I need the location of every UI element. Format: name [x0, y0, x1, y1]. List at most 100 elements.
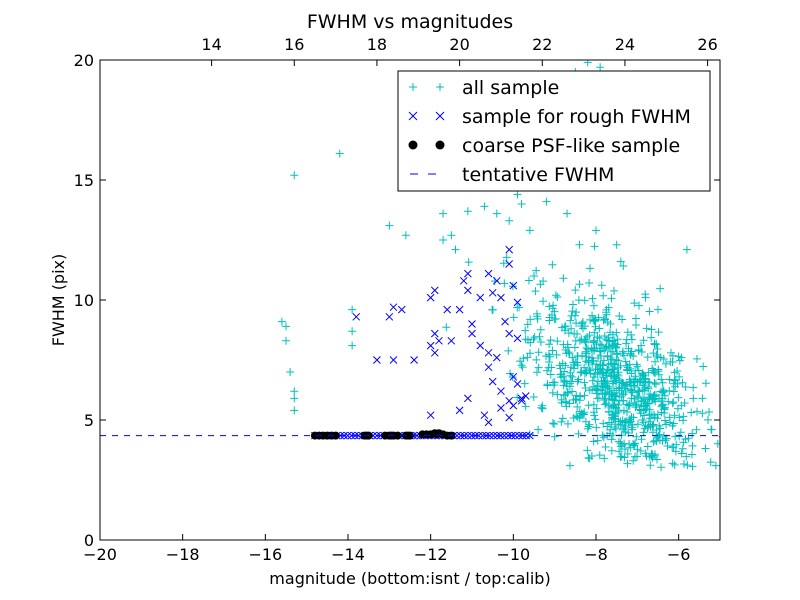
point-all-sample [669, 398, 678, 407]
point-all-sample [643, 400, 652, 409]
point-all-sample [679, 412, 688, 421]
point-rough-fwhm [426, 411, 435, 420]
point-rough-fwhm [492, 276, 501, 285]
point-all-sample [286, 368, 295, 376]
point-all-sample [678, 444, 687, 453]
point-all-sample [707, 425, 716, 434]
point-all-sample [545, 302, 554, 311]
point-all-sample [539, 297, 548, 306]
point-all-sample [698, 409, 707, 418]
point-rough-fwhm [497, 293, 505, 302]
point-rough-fwhm [484, 348, 493, 357]
point-rough-fwhm [511, 431, 520, 440]
point-all-sample [590, 328, 599, 337]
point-all-sample [681, 435, 690, 444]
point-all-sample [616, 257, 625, 266]
point-all-sample [620, 439, 629, 448]
point-all-sample [657, 396, 666, 405]
point-all-sample [602, 335, 611, 344]
point-all-sample [439, 209, 448, 218]
point-rough-fwhm [505, 245, 514, 254]
point-rough-fwhm [389, 356, 398, 364]
point-all-sample [581, 417, 590, 426]
point-all-sample [517, 361, 526, 370]
point-rough-fwhm [488, 377, 497, 386]
point-rough-fwhm [497, 387, 505, 396]
point-rough-fwhm [484, 418, 493, 427]
point-all-sample [626, 377, 635, 386]
point-all-sample [571, 395, 580, 404]
y-tick-label: 15 [74, 171, 94, 190]
point-all-sample [604, 360, 613, 369]
point-all-sample [705, 407, 714, 416]
point-all-sample [565, 379, 574, 388]
legend-marker [408, 111, 418, 121]
point-all-sample [601, 371, 610, 380]
point-all-sample [621, 357, 630, 366]
point-all-sample [573, 352, 582, 361]
legend-label: tentative FWHM [462, 164, 614, 186]
point-all-sample [521, 402, 530, 411]
point-all-sample [550, 420, 559, 429]
point-all-sample [529, 334, 538, 343]
point-all-sample [644, 384, 653, 393]
point-all-sample [688, 441, 697, 450]
point-rough-fwhm [517, 396, 526, 405]
point-rough-fwhm [385, 312, 394, 321]
point-all-sample [560, 377, 569, 386]
legend-marker [409, 83, 417, 91]
point-all-sample [641, 290, 650, 299]
point-all-sample [565, 399, 574, 408]
point-all-sample [557, 417, 566, 426]
point-all-sample [665, 375, 674, 384]
point-all-sample [692, 354, 701, 363]
point-all-sample [568, 307, 577, 316]
point-all-sample [492, 209, 501, 218]
point-all-sample [619, 396, 628, 405]
point-rough-fwhm [389, 303, 398, 312]
point-all-sample [571, 336, 580, 345]
point-all-sample [590, 242, 599, 251]
point-all-sample [650, 395, 659, 404]
point-all-sample [663, 441, 672, 450]
point-all-sample [628, 420, 637, 429]
point-all-sample [617, 386, 626, 395]
point-all-sample [553, 292, 562, 301]
point-all-sample [607, 435, 616, 444]
point-all-sample [500, 279, 509, 288]
point-all-sample [525, 226, 534, 235]
point-all-sample [290, 394, 299, 403]
point-rough-fwhm [468, 329, 476, 338]
point-all-sample [563, 419, 572, 428]
point-all-sample [531, 287, 540, 296]
point-all-sample [584, 422, 593, 431]
point-all-sample [533, 312, 542, 321]
point-all-sample [622, 335, 631, 344]
point-all-sample [439, 236, 448, 244]
point-all-sample [641, 401, 650, 410]
point-all-sample [644, 377, 653, 386]
point-all-sample [668, 459, 677, 468]
point-all-sample [578, 318, 587, 327]
point-all-sample [575, 280, 584, 289]
point-all-sample [585, 264, 594, 273]
point-all-sample [592, 226, 600, 235]
point-all-sample [661, 416, 670, 425]
point-all-sample [633, 445, 642, 454]
point-all-sample [687, 408, 696, 417]
point-all-sample [570, 329, 579, 338]
point-all-sample [615, 447, 624, 456]
point-rough-fwhm [475, 431, 483, 440]
point-all-sample [665, 386, 674, 395]
point-all-sample [523, 353, 532, 362]
point-all-sample [463, 207, 472, 216]
point-rough-fwhm [447, 336, 456, 345]
point-all-sample [519, 354, 528, 363]
point-rough-fwhm [509, 372, 518, 381]
point-all-sample [517, 200, 526, 208]
point-all-sample [611, 376, 620, 385]
point-all-sample [608, 330, 617, 339]
point-all-sample [584, 401, 593, 410]
point-all-sample [451, 245, 460, 254]
point-all-sample [616, 439, 625, 448]
